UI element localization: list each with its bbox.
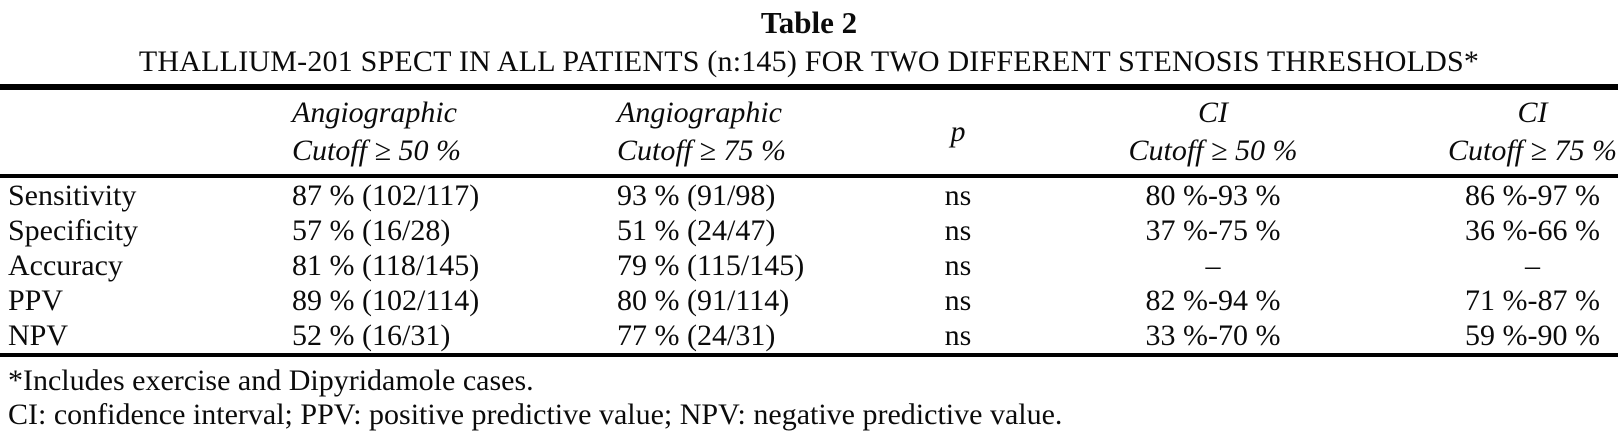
header-p-value: p [883,87,1033,178]
cell-angio50: 89 % (102/114) [292,284,480,317]
header-angio50-line1: Angiographic [292,96,457,129]
cell-angio50: 87 % (102/117) [292,179,480,212]
table-row-accuracy: Accuracy 81 % (118/145) 79 % (115/145) n… [0,248,1618,283]
row-label: Sensitivity [8,179,137,212]
row-label: NPV [8,319,69,352]
table-footnotes: *Includes exercise and Dipyridamole case… [0,364,1618,432]
results-table: Angiographic Cutoff ≥ 50 % Angiographic Cu… [0,84,1618,357]
table-body: Sensitivity 87 % (102/117) 93 % (91/98) … [0,176,1618,355]
header-ci50-line2: Cutoff ≥ 50 % [1128,134,1298,167]
header-ci75-line2: Cutoff ≥ 75 % [1448,134,1617,167]
row-label: Accuracy [8,249,123,282]
header-angiographic-cutoff-75: Angiographic Cutoff ≥ 75 % [610,87,883,178]
header-angio50-line2: Cutoff ≥ 50 % [292,134,461,167]
cell-p: ns [944,179,972,212]
table-number-title: Table 2 [760,5,858,40]
header-empty-cell [0,87,285,178]
cell-ci75: 59 %-90 % [1465,319,1600,352]
table-header: Angiographic Cutoff ≥ 50 % Angiographic Cu… [0,87,1618,178]
cell-p: ns [944,249,972,282]
table-row-specificity: Specificity 57 % (16/28) 51 % (24/47) ns… [0,213,1618,248]
cell-ci75: 86 %-97 % [1465,179,1600,212]
cell-ci75: 71 %-87 % [1465,284,1600,317]
cell-p: ns [944,284,972,317]
cell-angio75: 51 % (24/47) [617,214,776,247]
cell-angio50: 81 % (118/145) [292,249,480,282]
header-angio75-line2: Cutoff ≥ 75 % [617,134,786,167]
cell-ci75: – [1525,249,1540,282]
cell-angio50: 57 % (16/28) [292,214,451,247]
table-row-sensitivity: Sensitivity 87 % (102/117) 93 % (91/98) … [0,176,1618,213]
header-angio75-line1: Angiographic [617,96,782,129]
cell-angio75: 93 % (91/98) [617,179,776,212]
table-caption: Table 2 THALLIUM-201 SPECT IN ALL PATIEN… [0,0,1618,80]
cell-angio75: 77 % (24/31) [617,319,776,352]
header-ci-cutoff-50: CI Cutoff ≥ 50 % [1033,87,1393,178]
header-ci50-line1: CI [1198,96,1228,129]
cell-ci50: 82 %-94 % [1145,284,1281,317]
table-row-npv: NPV 52 % (16/31) 77 % (24/31) ns 33 %-70… [0,318,1618,355]
cell-ci50: 33 %-70 % [1145,319,1281,352]
header-ci75-line1: CI [1517,96,1548,129]
row-label: Specificity [8,214,138,247]
cell-p: ns [944,214,972,247]
table-subtitle: THALLIUM-201 SPECT IN ALL PATIENTS (n:14… [138,45,1480,78]
header-ci-cutoff-75: CI Cutoff ≥ 75 % [1393,87,1618,178]
cell-p: ns [944,319,972,352]
cell-ci75: 36 %-66 % [1465,214,1600,247]
header-row: Angiographic Cutoff ≥ 50 % Angiographic Cu… [0,87,1618,178]
row-label: PPV [8,284,64,317]
table-row-ppv: PPV 89 % (102/114) 80 % (91/114) ns 82 %… [0,283,1618,318]
footnote-includes-cases: *Includes exercise and Dipyridamole case… [8,364,534,397]
cell-angio75: 79 % (115/145) [617,249,805,282]
cell-angio75: 80 % (91/114) [617,284,790,317]
cell-angio50: 52 % (16/31) [292,319,451,352]
cell-ci50: 80 %-93 % [1145,179,1281,212]
header-angiographic-cutoff-50: Angiographic Cutoff ≥ 50 % [285,87,610,178]
cell-ci50: 37 %-75 % [1145,214,1281,247]
cell-ci50: – [1205,249,1221,282]
footnote-abbreviations: CI: confidence interval; PPV: positive p… [8,398,1063,431]
